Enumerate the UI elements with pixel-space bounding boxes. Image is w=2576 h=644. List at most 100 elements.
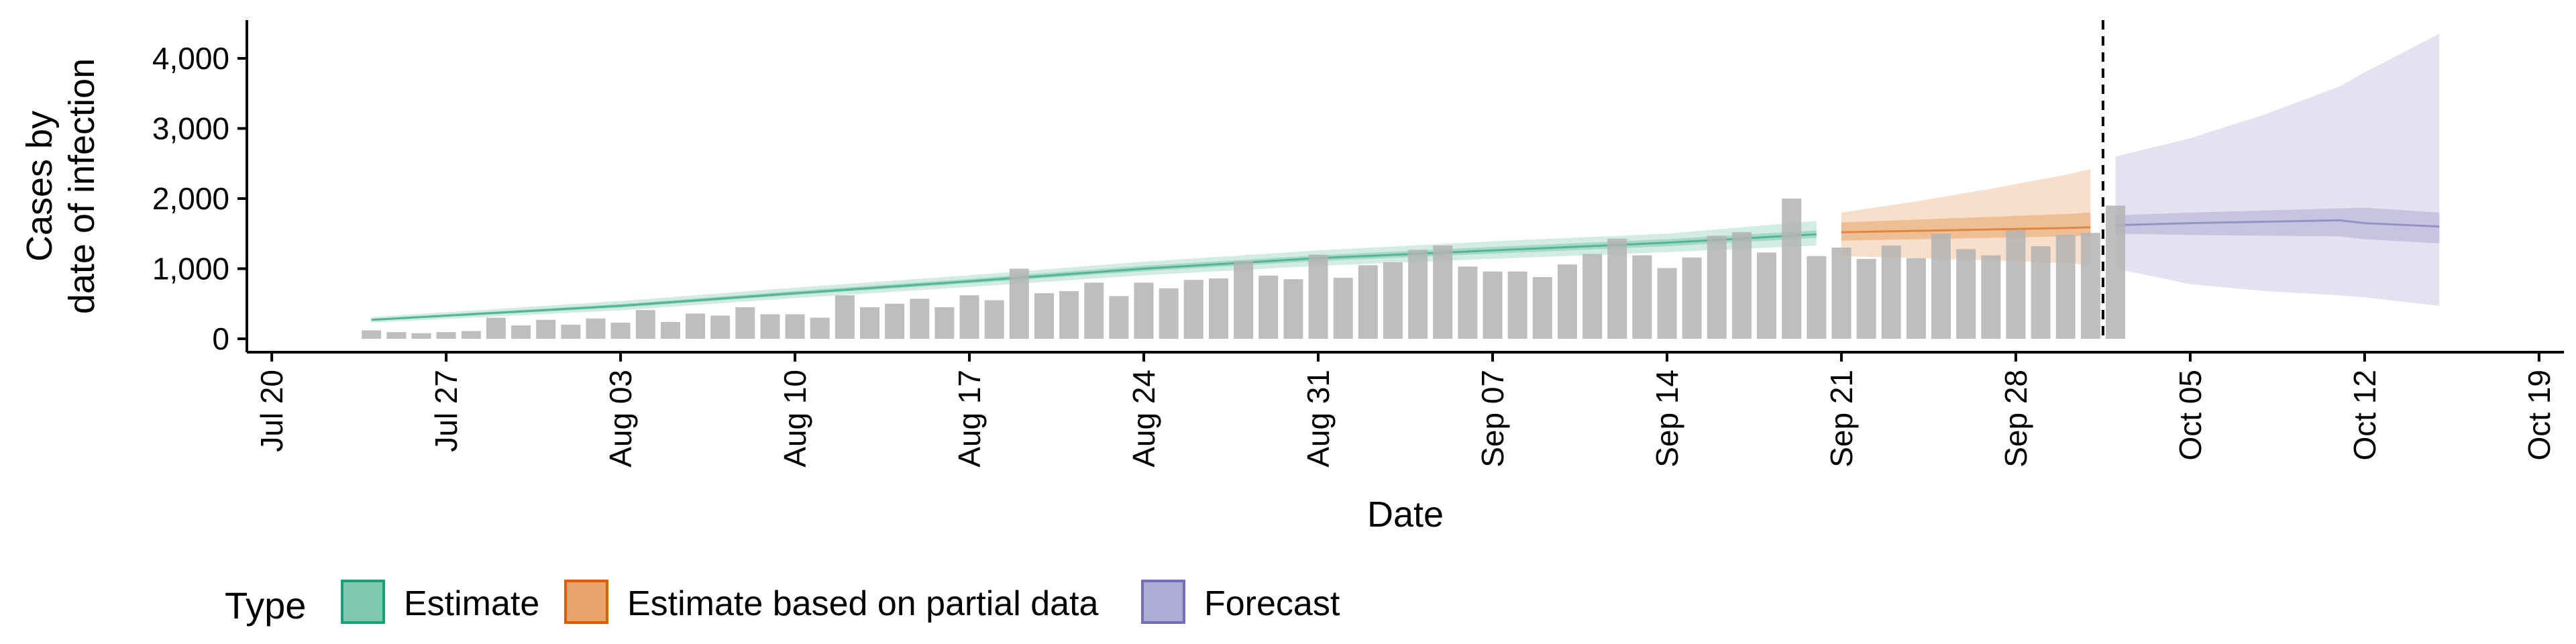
y-tick-label: 2,000 bbox=[152, 181, 229, 216]
legend-label: Forecast bbox=[1204, 584, 1340, 623]
reported-case-bar bbox=[860, 307, 879, 339]
reported-case-bar bbox=[1059, 290, 1079, 339]
reported-case-bar bbox=[635, 310, 655, 339]
reported-case-bar bbox=[1607, 238, 1627, 339]
reported-case-bar bbox=[1358, 265, 1378, 339]
reported-case-bar bbox=[710, 315, 731, 339]
forecast-inner-band bbox=[2115, 207, 2440, 244]
legend-label: Estimate based on partial data bbox=[627, 584, 1099, 623]
reported-case-bar bbox=[461, 331, 481, 339]
reported-case-bar bbox=[1408, 250, 1428, 339]
reported-case-bar bbox=[1084, 282, 1104, 339]
reported-case-bar bbox=[885, 303, 905, 339]
reported-case-bar bbox=[486, 317, 506, 339]
x-tick-label: Aug 31 bbox=[1301, 370, 1336, 468]
reported-case-bar bbox=[1831, 248, 1851, 339]
reported-case-bar bbox=[1782, 199, 1802, 339]
x-tick-label: Sep 28 bbox=[1998, 370, 2033, 468]
reported-case-bar bbox=[1458, 266, 1478, 339]
reported-case-bar bbox=[1308, 254, 1328, 339]
reported-case-bar bbox=[1807, 256, 1827, 339]
reported-case-bar bbox=[810, 317, 830, 339]
reported-case-bar bbox=[2080, 233, 2100, 339]
legend: Type Estimate Estimate based on partial d… bbox=[225, 580, 1340, 627]
legend-key-partial-estimate bbox=[564, 580, 608, 624]
reported-case-bar bbox=[934, 307, 955, 339]
reported-case-bar bbox=[511, 325, 531, 339]
partial-estimate-inner-band bbox=[1841, 212, 2091, 241]
reported-case-bar bbox=[1283, 279, 1303, 339]
x-tick-label: Oct 19 bbox=[2522, 370, 2557, 461]
reported-case-bar bbox=[1906, 258, 1926, 339]
reported-case-bar bbox=[1682, 257, 1702, 339]
reported-case-bar bbox=[1009, 268, 1029, 339]
reported-case-bar bbox=[835, 295, 855, 339]
reported-case-bar bbox=[1931, 233, 1951, 339]
reported-case-bar bbox=[1507, 271, 1527, 339]
x-tick-label: Aug 03 bbox=[603, 370, 638, 468]
reported-case-bar bbox=[760, 314, 780, 339]
reported-case-bar bbox=[1109, 296, 1129, 339]
axes: Jul 20 Jul 27 Aug 03 Aug 10 Aug 17 Aug 24 Aug … bbox=[152, 20, 2564, 468]
reported-case-bar bbox=[2006, 230, 2026, 339]
y-axis-title-line-2: date of infection bbox=[62, 58, 102, 314]
y-tick-label: 3,000 bbox=[152, 111, 229, 146]
reported-case-bar bbox=[411, 333, 431, 339]
plot-area bbox=[362, 20, 2440, 339]
y-axis-ticks: 0 1,000 2,000 3,000 4,000 bbox=[152, 41, 247, 356]
reported-case-bar bbox=[1159, 288, 1179, 339]
x-tick-label: Aug 24 bbox=[1126, 370, 1161, 468]
reported-case-bar bbox=[1483, 271, 1503, 339]
reported-case-bar bbox=[1657, 268, 1677, 339]
reported-case-bar bbox=[362, 330, 382, 339]
x-axis-ticks: Jul 20 Jul 27 Aug 03 Aug 10 Aug 17 Aug 24 Aug … bbox=[254, 352, 2557, 468]
reported-case-bar bbox=[1707, 235, 1727, 339]
reported-case-bar bbox=[1557, 264, 1577, 339]
x-tick-label: Oct 05 bbox=[2173, 370, 2208, 461]
legend-key-estimate bbox=[341, 580, 385, 624]
x-tick-label: Sep 14 bbox=[1650, 370, 1684, 468]
reported-case-bar bbox=[660, 321, 680, 339]
reported-case-bar bbox=[984, 300, 1004, 339]
forecast-median-line bbox=[2115, 219, 2440, 228]
reported-case-bar bbox=[2031, 246, 2051, 339]
reported-case-bar bbox=[1134, 282, 1154, 339]
reported-case-bar bbox=[1956, 249, 1976, 339]
reported-case-bar bbox=[536, 319, 556, 339]
x-tick-label: Jul 27 bbox=[429, 370, 464, 452]
reported-case-bar bbox=[1582, 254, 1603, 339]
reported-case-bar bbox=[785, 314, 805, 339]
reported-case-bar bbox=[561, 325, 581, 339]
partial-estimate-median-line bbox=[1841, 226, 2091, 233]
reported-case-bar bbox=[910, 299, 930, 339]
y-tick-label: 1,000 bbox=[152, 252, 229, 286]
reported-case-bar bbox=[1757, 252, 1776, 339]
reported-cases-bars bbox=[362, 199, 2125, 339]
reported-case-bar bbox=[1433, 246, 1453, 339]
reported-case-bar bbox=[1532, 277, 1552, 339]
partial-estimate-outer-band bbox=[1841, 169, 2091, 266]
reported-case-bar bbox=[436, 332, 456, 339]
y-axis-title-line-1: Cases by bbox=[19, 111, 60, 262]
x-tick-label: Aug 10 bbox=[777, 370, 812, 468]
x-tick-label: Aug 17 bbox=[952, 370, 987, 468]
reported-case-bar bbox=[1209, 278, 1228, 339]
reported-case-bar bbox=[959, 295, 979, 339]
reported-case-bar bbox=[1234, 261, 1254, 339]
x-tick-label: Sep 07 bbox=[1475, 370, 1510, 468]
reported-case-bar bbox=[386, 332, 407, 339]
x-axis-title: Date bbox=[1367, 494, 1444, 535]
legend-key-forecast bbox=[1141, 580, 1185, 624]
reported-case-bar bbox=[610, 323, 631, 339]
reported-case-bar bbox=[2055, 235, 2076, 339]
forecast-outer-band bbox=[2115, 34, 2440, 306]
y-tick-label: 0 bbox=[212, 321, 229, 356]
x-tick-label: Jul 20 bbox=[254, 370, 289, 452]
reported-case-bar bbox=[1183, 280, 1203, 339]
reported-case-bar bbox=[2106, 205, 2125, 339]
reported-case-bar bbox=[1856, 258, 1876, 339]
reported-case-bar bbox=[1034, 293, 1054, 339]
x-tick-label: Sep 21 bbox=[1824, 370, 1859, 468]
y-tick-label: 4,000 bbox=[152, 41, 229, 76]
